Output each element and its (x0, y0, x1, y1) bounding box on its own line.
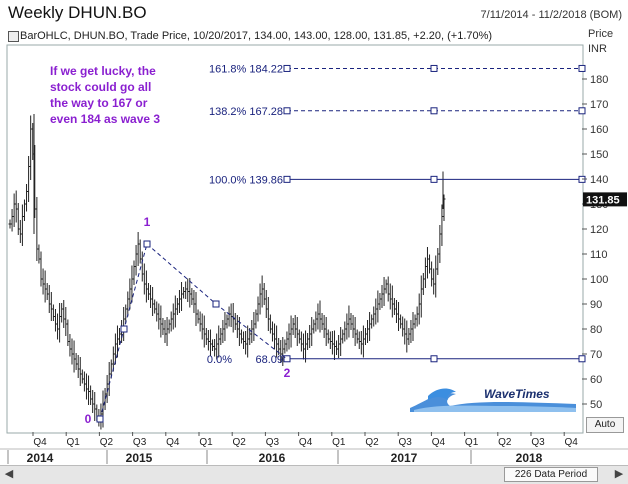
x-quarter-label: Q3 (399, 437, 413, 448)
x-quarter-label: Q4 (299, 437, 313, 448)
fib-handle (430, 107, 438, 115)
logo-text: WaveTimes (484, 387, 550, 401)
x-quarter-label: Q1 (465, 437, 479, 448)
fib-handle (430, 355, 438, 363)
scroll-left-arrow-icon[interactable]: ◀ (4, 468, 14, 480)
chart-title: Weekly DHUN.BO (8, 3, 147, 22)
y-tick-label: 180 (590, 74, 608, 86)
y-tick-label: 150 (590, 149, 608, 161)
x-year-label: 2014 (27, 451, 54, 465)
fib-handle (283, 107, 291, 115)
wave-label: 2 (284, 366, 291, 380)
legend-toggle-icon[interactable] (8, 31, 19, 42)
x-quarter-label: Q4 (565, 437, 579, 448)
wave-handle (120, 325, 128, 333)
fibonacci-levels: 161.8% 184.22 138.2% 167.28 100.0% 139.86 0… (207, 63, 586, 366)
x-year-label: 2017 (391, 451, 418, 465)
y-tick-label: 120 (590, 224, 608, 236)
y-tick-label: 140 (590, 174, 608, 186)
y-tick-label: 170 (590, 99, 608, 111)
time-scrollbar[interactable] (0, 465, 628, 484)
x-year-label: 2015 (126, 451, 153, 465)
fib-handle (283, 175, 291, 183)
fib-label: 138.2% 167.28 (209, 106, 283, 118)
currency-label: INR (588, 43, 607, 55)
x-quarter-label: Q3 (133, 437, 147, 448)
current-price-tag (583, 192, 627, 207)
y-axis: 5060708090100110120130140150160170180131… (582, 74, 627, 411)
fib-handle (578, 355, 586, 363)
x-quarter-label: Q4 (33, 437, 47, 448)
x-quarter-label: Q3 (531, 437, 545, 448)
fib-value-label: 68.09 (255, 354, 283, 366)
fib-handle (283, 355, 291, 363)
annotation-text: If we get lucky, the stock could go all … (50, 63, 180, 127)
x-quarter-label: Q1 (199, 437, 213, 448)
scroll-thumb[interactable]: 226 Data Period (504, 467, 598, 482)
x-year-label: 2016 (259, 451, 286, 465)
y-tick-label: 60 (590, 374, 602, 386)
fib-handle (578, 107, 586, 115)
y-tick-label: 100 (590, 274, 608, 286)
x-quarter-label: Q2 (100, 437, 114, 448)
fib-label: 0.0% (207, 354, 232, 366)
fib-handle (283, 64, 291, 72)
scroll-right-arrow-icon[interactable]: ▶ (614, 468, 624, 480)
annotation-line: even 184 as wave 3 (50, 112, 161, 126)
x-axis: Q4 Q1 Q2 Q3 Q4 Q1 Q2 Q3 Q4 Q1 Q2 Q3 Q4 Q1 Q2 Q3 Q4 2014 20… (0, 432, 628, 465)
x-quarter-label: Q2 (498, 437, 512, 448)
y-tick-label: 70 (590, 349, 602, 361)
x-quarter-label: Q2 (233, 437, 247, 448)
legend-text: BarOHLC, DHUN.BO, Trade Price, 10/20/201… (20, 30, 493, 42)
x-year-label: 2018 (516, 451, 543, 465)
wave-handle (143, 240, 151, 248)
x-quarter-label: Q4 (166, 437, 180, 448)
annotation-line: the way to 167 or (50, 96, 148, 110)
fib-handle (430, 175, 438, 183)
fib-handle (578, 64, 586, 72)
price-axis-title: Price (588, 28, 614, 40)
x-quarter-label: Q2 (365, 437, 379, 448)
x-quarter-label: Q4 (432, 437, 446, 448)
wave-label: 1 (144, 215, 151, 229)
y-tick-label: 160 (590, 124, 608, 136)
y-tick-label: 50 (590, 399, 602, 411)
fib-handle (430, 64, 438, 72)
y-tick-label: 90 (590, 299, 602, 311)
fib-label: 100.0% 139.86 (209, 174, 283, 186)
wavetimes-logo (410, 388, 576, 412)
x-quarter-label: Q1 (67, 437, 81, 448)
wave-label: 0 (85, 412, 92, 426)
wave-lines: 0 1 2 (85, 215, 291, 426)
auto-scale-button[interactable]: Auto (586, 417, 624, 433)
current-price-label: 131.85 (586, 194, 620, 206)
y-tick-label: 110 (590, 249, 608, 261)
annotation-line: If we get lucky, the (50, 64, 156, 78)
x-quarter-label: Q1 (332, 437, 346, 448)
plot-frame (6, 44, 584, 434)
date-range: 7/11/2014 - 11/2/2018 (BOM) (480, 9, 622, 21)
fib-label: 161.8% 184.22 (209, 63, 283, 75)
y-tick-label: 80 (590, 324, 602, 336)
x-quarter-label: Q3 (266, 437, 280, 448)
annotation-line: stock could go all (50, 80, 152, 94)
wave-handle (96, 415, 104, 423)
wave-handle (212, 300, 220, 308)
